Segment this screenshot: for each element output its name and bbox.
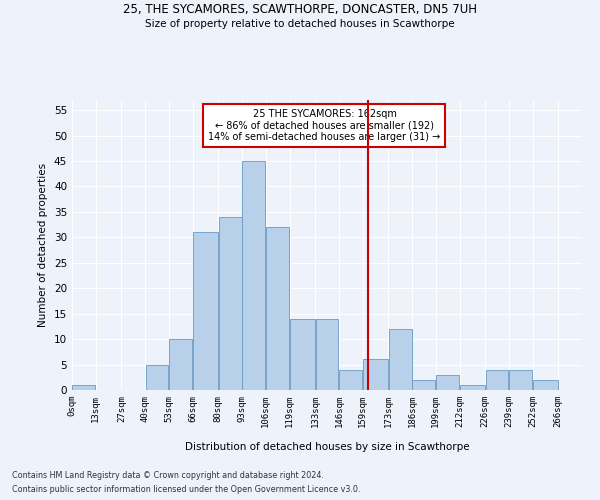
Bar [266, 227, 289, 390]
Bar [169, 339, 192, 390]
Text: Size of property relative to detached houses in Scawthorpe: Size of property relative to detached ho… [145, 19, 455, 29]
Bar [242, 161, 265, 390]
Text: Contains HM Land Registry data © Crown copyright and database right 2024.: Contains HM Land Registry data © Crown c… [12, 471, 324, 480]
Bar [485, 370, 508, 390]
Bar [436, 374, 459, 390]
Bar [193, 232, 218, 390]
Bar [389, 329, 412, 390]
Text: Distribution of detached houses by size in Scawthorpe: Distribution of detached houses by size … [185, 442, 469, 452]
Bar [363, 360, 388, 390]
Bar [460, 385, 485, 390]
Y-axis label: Number of detached properties: Number of detached properties [38, 163, 49, 327]
Bar [412, 380, 436, 390]
Bar [290, 319, 314, 390]
Bar [146, 364, 169, 390]
Bar [509, 370, 532, 390]
Bar [73, 385, 95, 390]
Bar [340, 370, 362, 390]
Bar [533, 380, 558, 390]
Bar [316, 319, 338, 390]
Text: 25 THE SYCAMORES: 162sqm
← 86% of detached houses are smaller (192)
14% of semi-: 25 THE SYCAMORES: 162sqm ← 86% of detach… [208, 108, 440, 142]
Bar [218, 217, 242, 390]
Text: Contains public sector information licensed under the Open Government Licence v3: Contains public sector information licen… [12, 485, 361, 494]
Text: 25, THE SYCAMORES, SCAWTHORPE, DONCASTER, DN5 7UH: 25, THE SYCAMORES, SCAWTHORPE, DONCASTER… [123, 2, 477, 16]
